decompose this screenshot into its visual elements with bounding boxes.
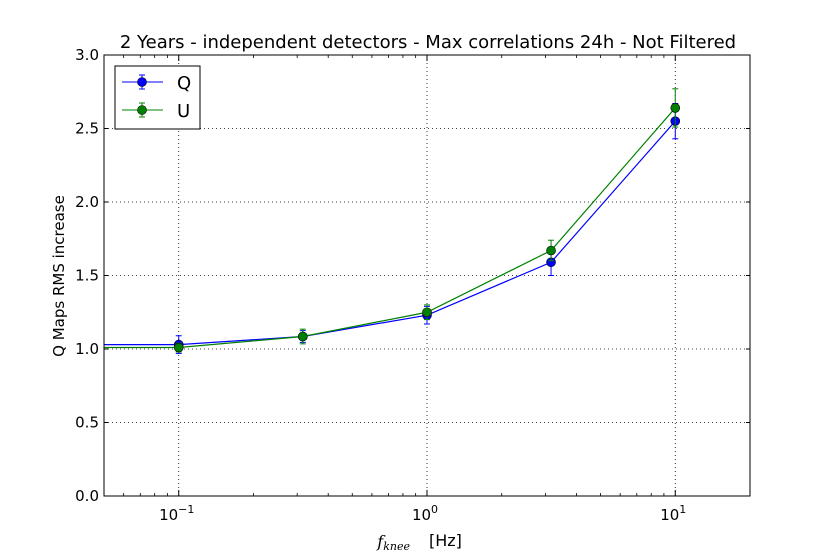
legend: Q U [114,65,201,130]
x-axis-label-unit: [Hz] [429,531,462,550]
series-layer [104,88,681,354]
legend-label-u: U [177,101,190,122]
y-tick-label: 2.0 [75,193,99,211]
data-point-u [173,342,184,353]
x-tick-label-base: 10 [412,506,431,524]
y-tick-label: 3.0 [75,46,99,64]
y-tick-label: 0.0 [75,487,99,505]
x-tick-label-exponent: 1 [679,503,686,516]
data-point-u [297,331,308,342]
chart-title: 2 Years - independent detectors - Max co… [120,32,736,53]
legend-box [114,65,201,130]
legend-label-q: Q [177,73,191,94]
legend-entry-q: Q [122,73,191,94]
svg-text:fknee: fknee [376,532,410,552]
data-point-u [670,103,681,113]
x-tick-label: 100 [412,503,438,524]
x-tick-label: 101 [660,503,686,524]
x-tick-label-base: 10 [660,506,679,524]
x-tick-label-exponent: 0 [431,503,438,516]
data-point-u [546,245,556,256]
x-axis-label-subscript: knee [383,540,410,552]
y-tick-label: 0.5 [75,414,99,432]
x-tick-label: 10−1 [159,503,194,524]
y-tick-label: 2.5 [75,120,99,138]
grid-lines [104,55,750,496]
legend-entry-u: U [122,101,190,122]
x-tick-label-base: 10 [159,506,178,524]
x-tick-label-exponent: −1 [178,503,194,516]
series-u [104,88,681,353]
series-line-q [104,120,676,346]
series-q [104,103,681,354]
x-axis-label-symbol: f [376,532,386,551]
y-tick-label: 1.5 [75,267,99,285]
y-tick-label: 1.0 [75,340,99,358]
tick-marks [104,54,750,497]
series-line-u [104,107,676,349]
x-axis-label: fknee [Hz] [376,531,462,552]
tick-labels: 0.00.51.01.52.02.53.010−1 100 101 [75,46,686,524]
y-axis-label: Q Maps RMS increase [50,195,68,357]
data-point-u [422,307,432,318]
